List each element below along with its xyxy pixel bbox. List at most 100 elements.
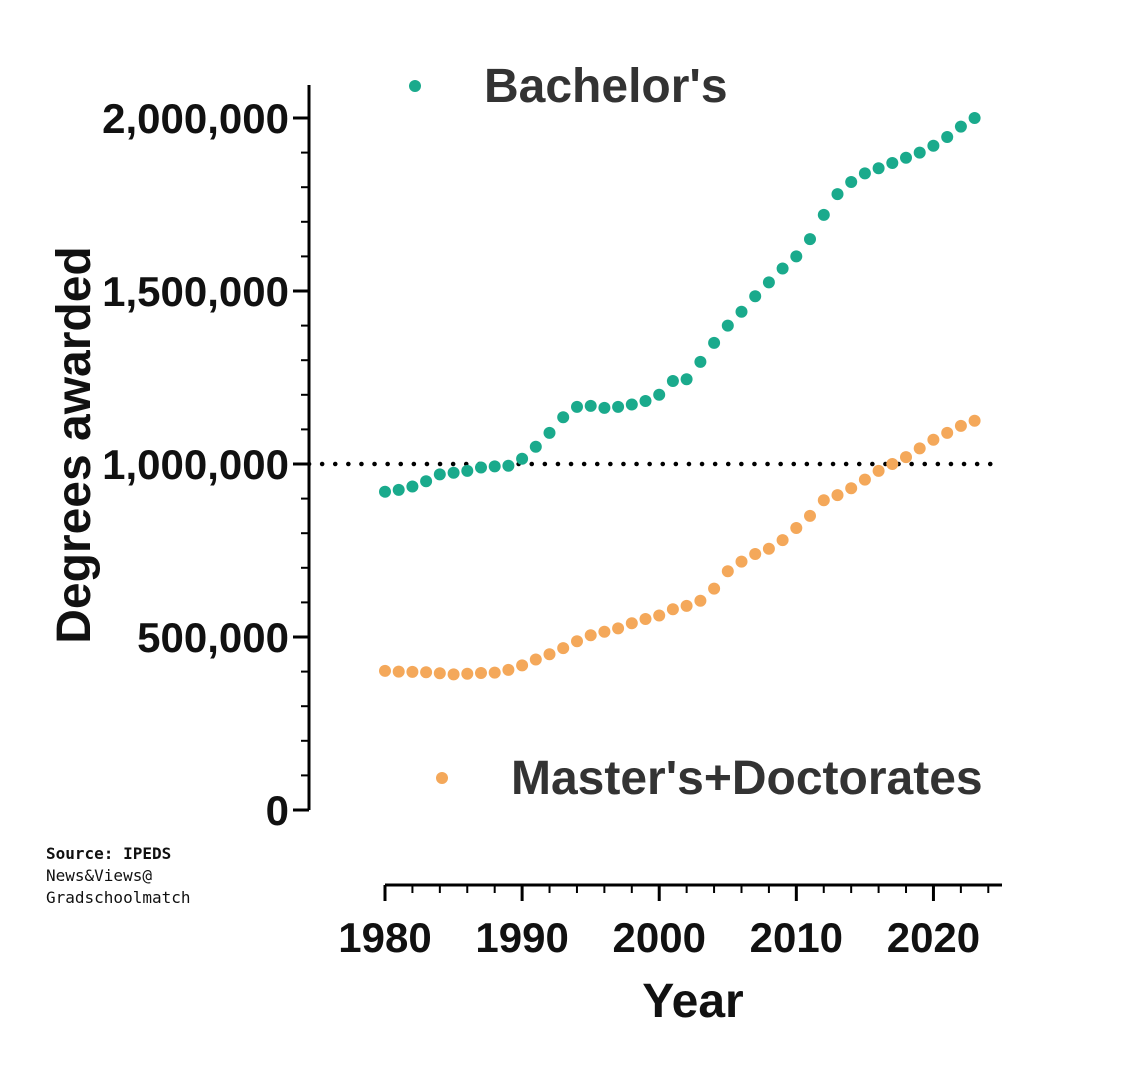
data-point xyxy=(954,419,967,432)
data-point xyxy=(461,464,474,477)
source-label: Source: IPEDS xyxy=(46,844,171,863)
data-point xyxy=(708,582,721,595)
data-point xyxy=(804,509,816,522)
data-point xyxy=(735,555,748,568)
data-point xyxy=(584,399,597,412)
x-tick-label: 1980 xyxy=(338,914,431,961)
legend-marker-bachelors xyxy=(409,80,421,92)
data-point xyxy=(529,440,542,453)
data-point xyxy=(584,629,597,642)
data-point xyxy=(379,485,391,498)
data-point xyxy=(762,276,775,289)
data-point xyxy=(817,494,830,507)
data-point xyxy=(804,233,816,246)
data-point xyxy=(913,146,926,159)
data-point xyxy=(406,480,419,493)
data-point xyxy=(694,594,707,607)
data-point xyxy=(721,319,734,332)
data-point xyxy=(941,131,954,143)
y-tick-label: 1,500,000 xyxy=(102,268,289,315)
legend-label-masters-doctorates: Master's+Doctorates xyxy=(511,752,983,805)
data-point xyxy=(529,653,542,666)
data-point xyxy=(639,395,652,407)
data-point xyxy=(433,468,446,481)
data-point xyxy=(831,489,844,502)
x-axis-title: Year xyxy=(642,975,743,1028)
data-point xyxy=(598,401,611,414)
credit-line-1: News&Views@ xyxy=(46,866,152,885)
data-point xyxy=(447,668,460,681)
data-point xyxy=(900,151,912,164)
data-point xyxy=(420,666,433,679)
data-point xyxy=(776,262,789,275)
data-point xyxy=(968,112,981,124)
data-point xyxy=(845,482,858,495)
data-point xyxy=(749,548,762,560)
data-point xyxy=(420,475,433,488)
data-point xyxy=(612,400,625,413)
data-point xyxy=(612,622,625,635)
data-point xyxy=(557,411,570,424)
data-point xyxy=(379,664,391,677)
data-point xyxy=(653,388,666,401)
data-point xyxy=(913,442,926,455)
data-point xyxy=(845,176,858,188)
data-point xyxy=(927,139,940,152)
data-point xyxy=(776,534,789,547)
series-masters-doctorates xyxy=(379,414,981,681)
data-point xyxy=(886,157,899,169)
series-bachelors xyxy=(379,112,981,498)
x-tick-label: 2000 xyxy=(613,914,706,961)
data-point xyxy=(571,635,583,648)
data-point xyxy=(762,542,775,555)
data-point xyxy=(941,426,954,439)
legend-label-bachelors: Bachelor's xyxy=(484,60,728,113)
x-tick-label: 2010 xyxy=(750,914,843,961)
x-tick-label: 1990 xyxy=(475,914,568,961)
data-point xyxy=(598,625,611,638)
data-point xyxy=(927,433,940,446)
data-point xyxy=(625,398,638,411)
data-point xyxy=(571,400,583,413)
data-point xyxy=(817,208,830,221)
data-point xyxy=(392,483,405,496)
data-point xyxy=(475,461,487,474)
y-axis-title: Degrees awarded xyxy=(48,246,101,644)
data-point xyxy=(488,666,501,679)
data-point xyxy=(502,663,515,676)
data-point xyxy=(557,642,570,655)
data-point xyxy=(694,355,707,368)
y-tick-label: 2,000,000 xyxy=(102,95,289,142)
data-point xyxy=(900,451,912,464)
data-point xyxy=(475,667,487,679)
data-point xyxy=(625,617,638,630)
data-point xyxy=(516,452,529,465)
data-point xyxy=(858,473,871,486)
y-axis: 0 500,000 1,000,000 1,500,000 2,000,000 xyxy=(102,85,311,834)
y-tick-label: 1,000,000 xyxy=(102,441,289,488)
data-point xyxy=(666,603,679,616)
data-points-layer xyxy=(379,112,981,681)
data-point xyxy=(790,522,803,534)
data-point xyxy=(858,167,871,180)
data-point xyxy=(447,466,460,479)
data-point xyxy=(872,464,885,477)
data-point xyxy=(968,414,981,427)
data-point xyxy=(666,375,679,387)
data-point xyxy=(488,460,501,473)
data-point xyxy=(680,599,693,612)
data-point xyxy=(954,120,967,133)
data-point xyxy=(680,373,693,386)
data-point xyxy=(790,250,803,263)
data-point xyxy=(516,659,529,672)
y-tick-label: 500,000 xyxy=(137,614,289,661)
data-point xyxy=(433,667,446,680)
credit-line-2: Gradschoolmatch xyxy=(46,888,191,907)
data-point xyxy=(721,565,734,578)
data-point xyxy=(392,665,405,678)
data-point xyxy=(708,336,721,349)
legend-marker-masters-doctorates xyxy=(436,772,448,784)
x-tick-label: 2020 xyxy=(887,914,980,961)
data-point xyxy=(653,609,666,622)
